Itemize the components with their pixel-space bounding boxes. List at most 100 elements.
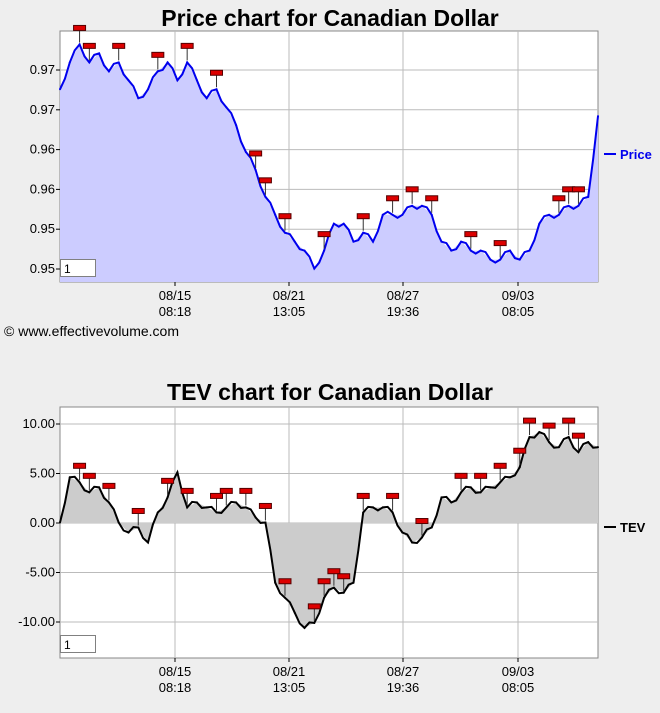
- data-point: [548, 441, 551, 444]
- signal-marker: [571, 432, 585, 451]
- y-tick-label: 0.96: [30, 181, 55, 196]
- data-point: [156, 511, 159, 514]
- series-line: [59, 430, 599, 630]
- x-tick-label-time: 08:18: [159, 304, 192, 319]
- y-tick-label: 0.97: [30, 102, 55, 117]
- data-point: [508, 249, 511, 252]
- data-point: [59, 521, 61, 524]
- signal-marker: [180, 42, 194, 61]
- signal-marker: [386, 492, 400, 511]
- data-point: [205, 97, 208, 100]
- tev-chart-title: TEV chart for Canadian Dollar: [167, 379, 493, 405]
- data-point: [313, 621, 316, 624]
- data-point: [587, 195, 590, 198]
- data-point: [352, 581, 355, 584]
- signal-marker: [552, 195, 566, 213]
- y-tick-label: 0.96: [30, 142, 55, 157]
- data-point: [303, 626, 306, 629]
- signal-marker: [493, 240, 507, 258]
- data-point: [528, 249, 531, 252]
- data-point: [166, 496, 169, 499]
- data-point: [215, 88, 218, 91]
- x-tick-label-time: 19:36: [387, 304, 420, 319]
- x-tick-label-time: 13:05: [273, 680, 306, 695]
- data-point: [430, 526, 433, 529]
- data-point: [147, 88, 150, 91]
- signal-marker: [73, 462, 87, 481]
- data-point: [127, 531, 130, 534]
- series-area: [60, 432, 598, 628]
- data-point: [430, 213, 433, 216]
- data-point: [538, 222, 541, 225]
- signal-marker: [258, 502, 272, 521]
- signal-marker: [249, 150, 263, 168]
- data-point: [557, 446, 560, 449]
- data-point: [137, 97, 140, 100]
- data-point: [98, 52, 101, 55]
- data-point: [499, 258, 502, 261]
- signal-marker: [73, 24, 87, 43]
- data-point: [156, 70, 159, 73]
- signal-marker: [317, 231, 331, 249]
- data-point: [176, 79, 179, 82]
- data-point: [205, 506, 208, 509]
- data-point: [323, 249, 326, 252]
- data-point: [557, 213, 560, 216]
- signal-marker: [386, 195, 400, 213]
- data-point: [254, 168, 257, 171]
- tev-period-input[interactable]: 1: [60, 635, 96, 653]
- data-point: [117, 521, 120, 524]
- signal-marker: [327, 568, 341, 586]
- data-point: [332, 222, 335, 225]
- data-point: [137, 526, 140, 529]
- signal-marker: [278, 578, 292, 596]
- signal-marker: [210, 492, 224, 511]
- data-point: [244, 506, 247, 509]
- data-point: [489, 258, 492, 261]
- signal-marker: [542, 422, 556, 441]
- data-point: [235, 501, 238, 504]
- data-point: [450, 249, 453, 252]
- data-point: [597, 446, 599, 449]
- data-point: [420, 204, 423, 207]
- data-point: [98, 486, 101, 489]
- signal-marker: [82, 42, 96, 61]
- y-tick-label: 0.00: [30, 515, 55, 530]
- data-point: [567, 436, 570, 439]
- signal-marker: [356, 213, 370, 231]
- data-point: [254, 516, 257, 519]
- data-point: [548, 213, 551, 216]
- y-tick-label: 5.00: [30, 466, 55, 481]
- data-point: [499, 481, 502, 484]
- signal-marker: [307, 603, 321, 621]
- data-point: [381, 506, 384, 509]
- series-area: [60, 44, 598, 283]
- data-point: [342, 222, 345, 225]
- data-point: [597, 115, 599, 118]
- data-point: [107, 70, 110, 73]
- x-tick-label-date: 08/21: [273, 664, 306, 679]
- data-point: [460, 240, 463, 243]
- data-point: [283, 231, 286, 234]
- y-tick-label: -5.00: [25, 565, 55, 580]
- signal-marker: [523, 417, 537, 436]
- data-point: [411, 541, 414, 544]
- data-point: [508, 476, 511, 479]
- data-point: [469, 486, 472, 489]
- price-period-input[interactable]: 1: [60, 259, 96, 277]
- data-point: [88, 61, 91, 64]
- signal-marker: [210, 69, 224, 88]
- data-point: [166, 61, 169, 64]
- data-point: [293, 611, 296, 614]
- data-point: [107, 501, 110, 504]
- signal-marker: [493, 462, 507, 481]
- x-tick-label-date: 08/15: [159, 288, 192, 303]
- data-point: [440, 240, 443, 243]
- data-point: [215, 511, 218, 514]
- data-point: [401, 213, 404, 216]
- data-point: [274, 581, 277, 584]
- signal-marker: [464, 231, 478, 249]
- price-chart: 0.970.970.960.960.950.9508/1508:1808/211…: [30, 24, 652, 319]
- x-tick-label-time: 08:05: [502, 304, 535, 319]
- signal-marker: [258, 177, 272, 195]
